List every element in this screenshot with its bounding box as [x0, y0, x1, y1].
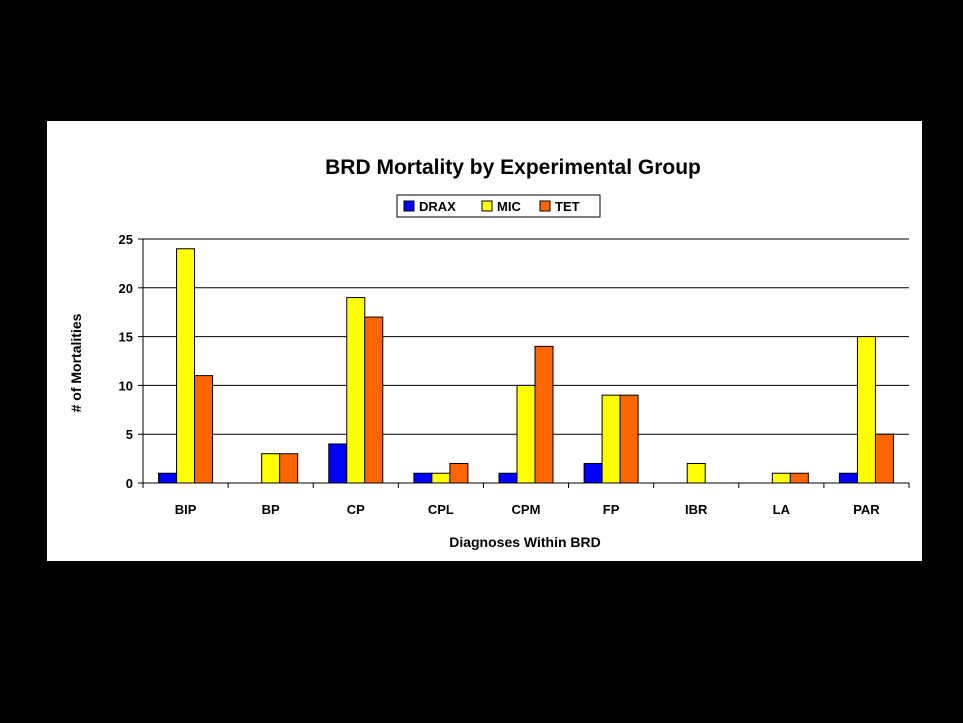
- bar-tet-cpm: [534, 345, 554, 484]
- legend-swatch-tet: [539, 200, 551, 212]
- bar-tet-fp: [619, 394, 639, 484]
- bar-drax-cp: [328, 443, 348, 484]
- bar-drax-cpm: [498, 472, 518, 484]
- bar-mic-ibr: [686, 462, 706, 484]
- x-axis-title: Diagnoses Within BRD: [449, 534, 601, 550]
- y-tick-label: 25: [119, 232, 133, 247]
- chart-legend: DRAX MIC TET: [396, 194, 601, 218]
- bar-mic-bp: [261, 453, 281, 484]
- bar-tet-bp: [279, 453, 299, 484]
- y-tick-label: 20: [119, 281, 133, 296]
- x-tick-label: CPM: [512, 502, 541, 517]
- bar-mic-fp: [601, 394, 621, 484]
- bar-mic-bip: [176, 248, 196, 484]
- x-tick-label: PAR: [853, 502, 880, 517]
- x-tick-label: IBR: [685, 502, 708, 517]
- bar-tet-la: [789, 472, 809, 484]
- legend-swatch-drax: [403, 200, 415, 212]
- x-tick-label: FP: [603, 502, 620, 517]
- x-tick-label: CPL: [428, 502, 454, 517]
- bar-tet-par: [874, 433, 894, 484]
- x-tick-label: LA: [773, 502, 791, 517]
- chart-panel: BRD Mortality by Experimental Group DRAX…: [47, 121, 922, 561]
- bar-tet-cpl: [449, 462, 469, 484]
- x-tick-label: BIP: [175, 502, 197, 517]
- chart-title: BRD Mortality by Experimental Group: [325, 156, 701, 179]
- bars: [158, 248, 894, 484]
- legend-swatch-mic: [481, 200, 493, 212]
- x-axis-ticks: BIP BP CP CPL CPM FP IBR LA PAR: [142, 483, 910, 517]
- bar-mic-cpm: [516, 384, 536, 484]
- bar-tet-cp: [364, 316, 384, 484]
- y-axis-ticks: 0 5 10 15 20 25: [119, 232, 143, 491]
- y-tick-label: 0: [126, 476, 133, 491]
- legend-label-drax: DRAX: [419, 199, 456, 214]
- y-axis-title: # of Mortalities: [68, 313, 84, 412]
- x-tick-label: BP: [262, 502, 280, 517]
- x-tick-label: CP: [347, 502, 365, 517]
- bar-drax-bip: [158, 472, 178, 484]
- bar-mic-cpl: [431, 472, 451, 484]
- bar-drax-fp: [583, 462, 603, 484]
- bar-chart: BRD Mortality by Experimental Group DRAX…: [68, 156, 910, 550]
- bar-mic-par: [856, 336, 876, 484]
- bar-tet-bip: [194, 375, 214, 484]
- bar-drax-par: [838, 472, 858, 484]
- y-tick-label: 15: [119, 330, 133, 345]
- legend-label-tet: TET: [555, 199, 580, 214]
- bar-mic-la: [771, 472, 791, 484]
- bar-drax-cpl: [413, 472, 433, 484]
- y-tick-label: 10: [119, 378, 133, 393]
- bar-mic-cp: [346, 297, 366, 484]
- y-tick-label: 5: [126, 427, 133, 442]
- legend-label-mic: MIC: [497, 199, 521, 214]
